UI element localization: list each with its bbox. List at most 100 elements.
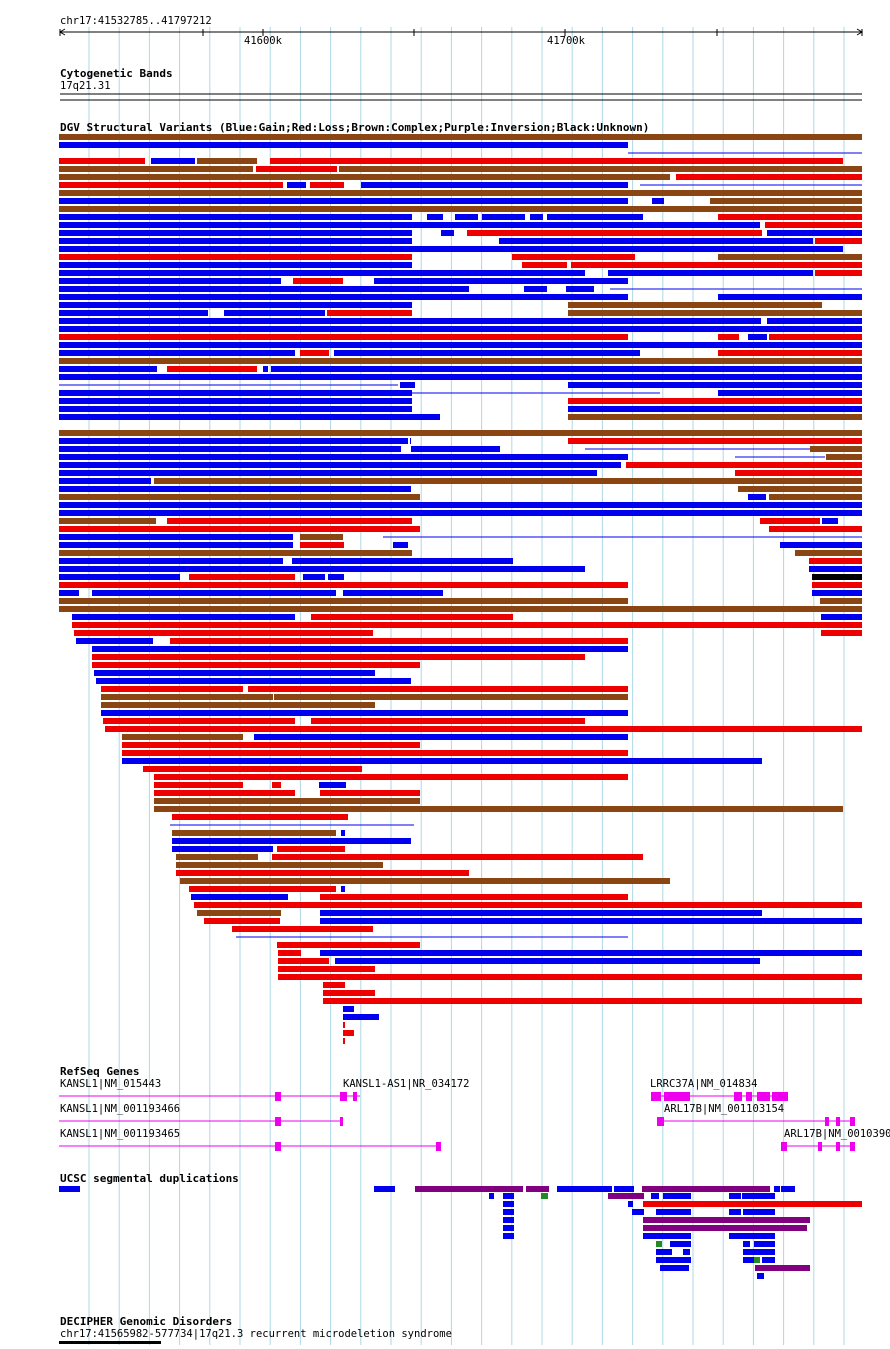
variant-bar[interactable]: [270, 158, 843, 164]
gene-exon[interactable]: [436, 1142, 441, 1151]
segdup-block[interactable]: [503, 1217, 514, 1223]
variant-bar[interactable]: [59, 550, 412, 556]
variant-bar[interactable]: [59, 262, 412, 268]
variant-bar[interactable]: [172, 846, 273, 852]
variant-bar[interactable]: [343, 1014, 379, 1020]
variant-bar[interactable]: [568, 310, 862, 316]
variant-bar[interactable]: [180, 878, 670, 884]
variant-bar[interactable]: [812, 590, 862, 596]
segdup-block[interactable]: [643, 1201, 862, 1207]
variant-bar[interactable]: [59, 494, 420, 500]
segdup-block[interactable]: [614, 1186, 634, 1192]
gene-label[interactable]: KANSL1|NM_001193465: [60, 1128, 181, 1140]
variant-bar[interactable]: [176, 862, 383, 868]
gene-exon[interactable]: [850, 1117, 855, 1126]
variant-bar[interactable]: [105, 726, 862, 732]
segdup-block[interactable]: [503, 1225, 514, 1231]
variant-bar[interactable]: [59, 558, 283, 564]
variant-bar[interactable]: [676, 174, 862, 180]
variant-bar[interactable]: [254, 734, 628, 740]
variant-bar[interactable]: [72, 622, 862, 628]
variant-bar[interactable]: [339, 166, 862, 172]
variant-bar[interactable]: [821, 630, 862, 636]
gene-exon[interactable]: [343, 1092, 347, 1101]
variant-bar[interactable]: [427, 214, 443, 220]
variant-bar[interactable]: [59, 158, 145, 164]
variant-bar[interactable]: [812, 574, 862, 580]
gene-exon[interactable]: [836, 1142, 840, 1151]
segdup-block[interactable]: [489, 1193, 494, 1199]
variant-bar[interactable]: [320, 910, 762, 916]
variant-bar[interactable]: [197, 158, 257, 164]
segdup-block[interactable]: [670, 1241, 691, 1247]
variant-bar[interactable]: [652, 198, 664, 204]
variant-bar[interactable]: [274, 694, 628, 700]
variant-bar[interactable]: [176, 870, 469, 876]
variant-bar[interactable]: [718, 214, 862, 220]
variant-bar[interactable]: [738, 486, 862, 492]
variant-bar[interactable]: [467, 230, 762, 236]
variant-bar[interactable]: [96, 678, 411, 684]
variant-bar[interactable]: [59, 134, 862, 140]
segdup-block[interactable]: [415, 1186, 523, 1192]
variant-bar[interactable]: [263, 366, 268, 372]
variant-bar[interactable]: [59, 190, 862, 196]
segdup-block[interactable]: [755, 1265, 810, 1271]
gene-label[interactable]: KANSL1|NM_015443: [60, 1078, 162, 1090]
variant-bar[interactable]: [59, 406, 412, 412]
variant-bar[interactable]: [320, 950, 862, 956]
segdup-block[interactable]: [729, 1233, 775, 1239]
variant-bar[interactable]: [568, 398, 862, 404]
variant-bar[interactable]: [571, 262, 862, 268]
variant-bar[interactable]: [59, 542, 293, 548]
variant-bar[interactable]: [167, 366, 257, 372]
variant-bar[interactable]: [59, 590, 79, 596]
variant-bar[interactable]: [310, 182, 344, 188]
variant-bar[interactable]: [59, 206, 862, 212]
variant-bar[interactable]: [170, 638, 628, 644]
variant-bar[interactable]: [334, 350, 640, 356]
variant-bar[interactable]: [455, 214, 478, 220]
variant-bar[interactable]: [59, 518, 156, 524]
variant-bar[interactable]: [277, 846, 345, 852]
variant-bar[interactable]: [59, 390, 412, 396]
variant-bar[interactable]: [319, 782, 346, 788]
variant-bar[interactable]: [59, 350, 295, 356]
variant-bar[interactable]: [530, 214, 543, 220]
variant-bar[interactable]: [101, 710, 628, 716]
variant-bar[interactable]: [303, 574, 325, 580]
segdup-block[interactable]: [643, 1225, 807, 1231]
variant-bar[interactable]: [278, 966, 375, 972]
variant-bar[interactable]: [341, 830, 345, 836]
variant-bar[interactable]: [59, 502, 862, 508]
variant-bar[interactable]: [767, 318, 862, 324]
variant-bar[interactable]: [278, 958, 329, 964]
variant-bar[interactable]: [172, 838, 411, 844]
variant-bar[interactable]: [59, 278, 281, 284]
variant-bar[interactable]: [343, 1022, 345, 1028]
segdup-block[interactable]: [632, 1209, 644, 1215]
variant-bar[interactable]: [59, 510, 862, 516]
variant-bar[interactable]: [568, 382, 862, 388]
variant-bar[interactable]: [343, 1006, 354, 1012]
variant-bar[interactable]: [767, 230, 862, 236]
segdup-block[interactable]: [762, 1257, 775, 1263]
segdup-block[interactable]: [754, 1241, 775, 1247]
variant-bar[interactable]: [194, 902, 862, 908]
variant-bar[interactable]: [59, 486, 411, 492]
variant-bar[interactable]: [189, 574, 295, 580]
variant-bar[interactable]: [172, 830, 336, 836]
variant-bar[interactable]: [59, 342, 862, 348]
variant-bar[interactable]: [59, 398, 412, 404]
variant-bar[interactable]: [59, 246, 843, 252]
variant-bar[interactable]: [59, 142, 628, 148]
gene-exon[interactable]: [818, 1142, 822, 1151]
variant-bar[interactable]: [154, 806, 843, 812]
variant-bar[interactable]: [74, 630, 373, 636]
variant-bar[interactable]: [512, 254, 635, 260]
variant-bar[interactable]: [272, 854, 643, 860]
variant-bar[interactable]: [154, 478, 862, 484]
segdup-block[interactable]: [781, 1186, 795, 1192]
variant-bar[interactable]: [154, 790, 295, 796]
variant-bar[interactable]: [59, 598, 628, 604]
